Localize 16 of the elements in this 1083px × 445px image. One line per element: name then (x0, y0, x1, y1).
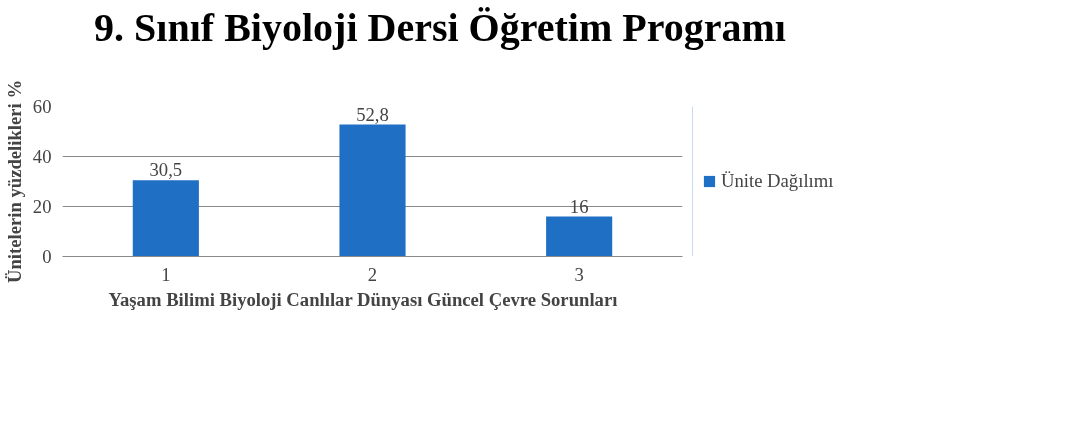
legend-label: Ünite Dağılımı (721, 170, 834, 192)
x-tick-label: 1 (161, 263, 171, 285)
y-tick-label: 60 (32, 96, 52, 117)
bar (132, 180, 199, 257)
data-label: 52,8 (356, 103, 389, 125)
x-tick-label: 2 (367, 263, 378, 285)
x-axis-title: Yaşam Bilimi Biyoloji Canlılar Dünyası Güncel Çevre Sorunları (108, 288, 618, 310)
chart-title: 9. Sınıf Biyoloji Dersi Öğretim Programı (94, 5, 786, 51)
x-tick-label: 3 (574, 263, 584, 285)
data-label: 30,5 (149, 159, 183, 181)
bar (546, 216, 613, 257)
y-tick-label: 20 (32, 196, 52, 217)
y-tick-label: 0 (42, 246, 52, 267)
bar (339, 124, 406, 257)
y-tick-label: 40 (32, 146, 52, 167)
y-axis-title: Ünitelerin yüzdelikleri % (3, 79, 25, 284)
